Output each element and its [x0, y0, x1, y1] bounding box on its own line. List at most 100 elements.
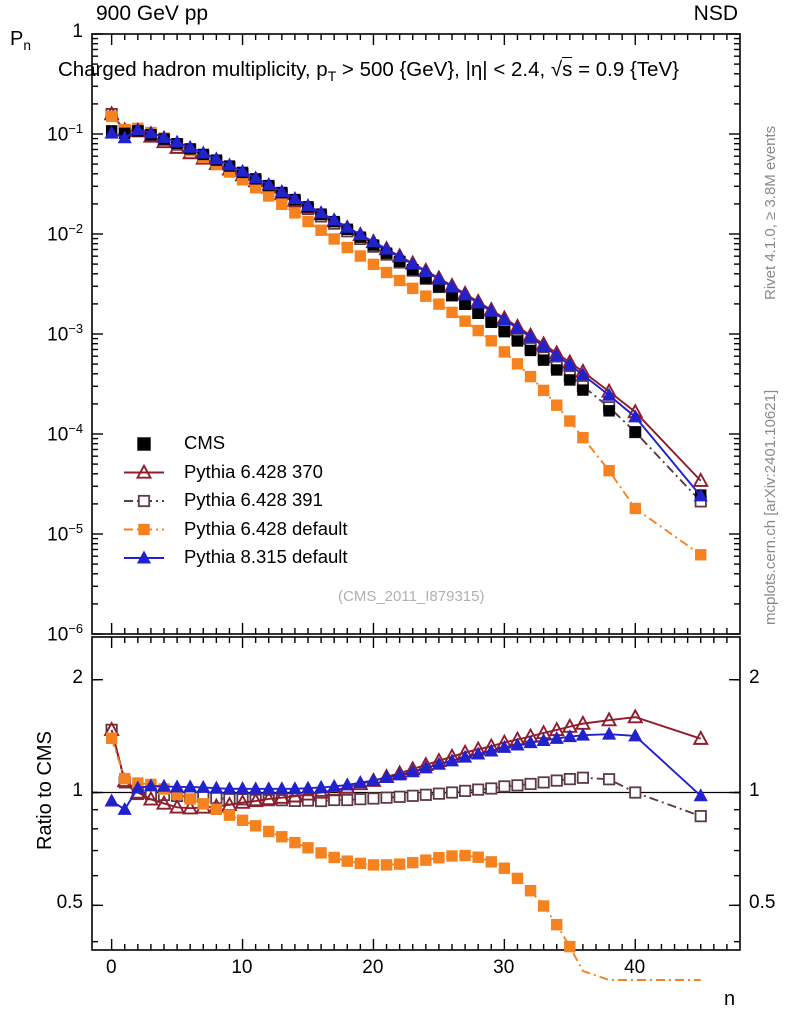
legend-label[interactable]: Pythia 8.315 default [184, 546, 348, 567]
data-marker [420, 854, 432, 866]
data-marker [367, 792, 380, 805]
legend-label[interactable]: Pythia 6.428 default [184, 517, 348, 539]
data-marker [536, 338, 551, 352]
data-marker [564, 940, 576, 953]
data-marker [392, 767, 407, 781]
data-marker [302, 215, 314, 228]
data-marker [248, 170, 263, 184]
data-marker [366, 234, 381, 248]
data-marker [197, 798, 209, 810]
data-marker [105, 110, 118, 123]
data-marker [458, 287, 473, 301]
data-marker [471, 295, 486, 309]
legend-label[interactable]: CMS [184, 432, 226, 453]
data-marker [236, 814, 249, 827]
legend-entry-1[interactable] [124, 463, 164, 479]
data-marker [130, 780, 145, 794]
data-marker [379, 770, 394, 784]
data-marker [380, 791, 393, 804]
beam-energy-label: 900 GeV pp [96, 2, 209, 25]
analysis-watermark: (CMS_2011_I879315) [338, 588, 485, 605]
legend-entry-3[interactable] [124, 523, 164, 536]
data-marker [549, 730, 564, 744]
main-ytick-label: 10−6 [47, 621, 83, 646]
ratio-series-3 [104, 726, 708, 815]
legend-label[interactable]: Pythia 6.428 391 [184, 489, 323, 510]
xtick-label: 10 [231, 957, 253, 978]
data-marker [576, 771, 590, 784]
legend-entry-0[interactable] [137, 437, 151, 451]
data-marker [692, 729, 709, 745]
data-marker [407, 282, 419, 295]
data-marker [471, 746, 486, 760]
data-marker [431, 756, 446, 770]
legend-label[interactable]: Pythia 6.428 370 [184, 460, 323, 482]
data-marker [260, 790, 277, 806]
data-marker [511, 872, 524, 885]
data-marker [458, 749, 473, 763]
data-marker [563, 772, 576, 786]
data-marker [247, 792, 264, 808]
data-marker [354, 250, 367, 262]
data-marker [273, 788, 290, 804]
data-marker [222, 157, 237, 171]
data-marker [551, 918, 563, 931]
data-marker [550, 774, 563, 787]
data-marker [551, 364, 563, 376]
data-marker [327, 212, 342, 226]
series-line [111, 733, 702, 811]
legend-entry-2[interactable] [124, 494, 164, 508]
data-marker [105, 732, 118, 745]
data-marker [209, 780, 224, 794]
data-marker [341, 793, 354, 807]
data-marker [263, 825, 275, 838]
data-marker [393, 790, 406, 803]
data-marker [694, 810, 707, 823]
data-marker [551, 399, 563, 411]
data-marker [511, 335, 524, 347]
data-marker [446, 306, 458, 319]
data-marker [524, 370, 537, 383]
data-marker [156, 778, 172, 792]
data-marker [235, 163, 250, 177]
data-marker [235, 781, 250, 795]
data-marker [314, 794, 328, 808]
event-class-label: NSD [693, 2, 738, 25]
data-marker [629, 502, 641, 515]
ratio-series-2 [105, 732, 701, 981]
data-marker [472, 307, 484, 320]
ratio-ytick-label-right: 0.5 [749, 892, 776, 914]
data-marker [315, 224, 327, 236]
data-marker [600, 711, 618, 727]
data-marker [536, 733, 551, 747]
data-marker [301, 794, 315, 807]
data-marker [537, 354, 550, 366]
data-marker [562, 729, 577, 743]
data-marker [276, 198, 288, 211]
data-marker [407, 856, 419, 869]
data-marker [196, 779, 211, 793]
data-marker [289, 207, 301, 219]
xtick-label: 20 [362, 957, 384, 978]
data-marker [156, 129, 172, 143]
data-marker [261, 177, 276, 191]
data-marker [485, 335, 497, 347]
main-ytick-label: 1 [72, 21, 83, 42]
series-line [110, 738, 701, 981]
xtick-label: 40 [624, 957, 646, 978]
data-marker [577, 432, 589, 444]
data-marker [511, 779, 524, 792]
legend-entry-4[interactable] [124, 550, 164, 564]
series-line [110, 113, 702, 482]
ratio-ytick-label: 2 [72, 666, 83, 688]
data-marker [119, 772, 131, 785]
data-marker [418, 264, 433, 278]
data-marker [274, 781, 289, 795]
main-ytick-label: 10−2 [47, 221, 83, 246]
data-marker [170, 779, 185, 793]
data-marker [484, 743, 499, 757]
data-marker [603, 405, 615, 417]
data-marker [510, 320, 525, 334]
